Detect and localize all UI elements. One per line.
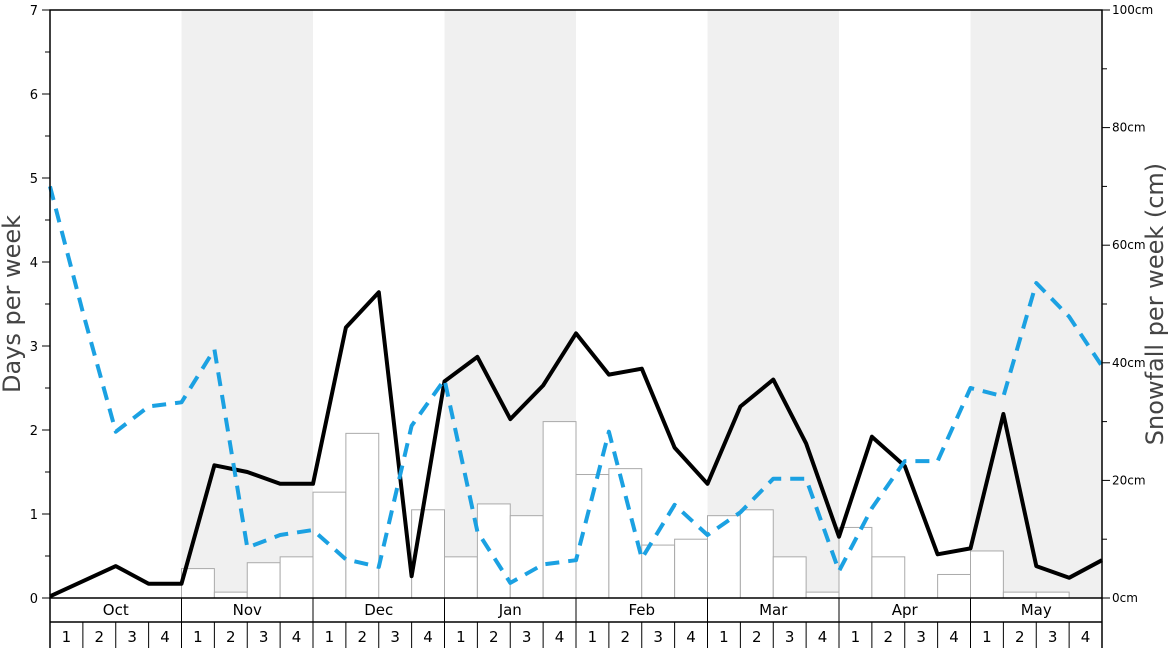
snowfall-bar [970, 550, 1004, 599]
week-label: 2 [95, 628, 105, 646]
month-label: Nov [233, 601, 262, 619]
right-axis: 0cm 20cm 40cm 60cm 80cm 100cm [1102, 3, 1153, 605]
right-tick-label: 0cm [1112, 591, 1138, 605]
week-label: 4 [555, 628, 565, 646]
series-line-dashed [48, 185, 1104, 585]
week-label: 1 [588, 628, 598, 646]
left-tick-label: 7 [30, 4, 38, 19]
left-tick-label: 4 [30, 256, 38, 271]
left-tick-label: 5 [30, 172, 38, 187]
month-label: Oct [103, 601, 129, 619]
week-label: 1 [325, 628, 335, 646]
snowfall-bar [246, 562, 281, 599]
week-label: 1 [851, 628, 861, 646]
month-label: Dec [364, 601, 393, 619]
week-label: 4 [292, 628, 302, 646]
right-tick-label: 20cm [1112, 473, 1146, 487]
month-shade [970, 10, 1102, 598]
snowfall-bar [213, 591, 248, 599]
week-label: 2 [489, 628, 499, 646]
y-axis-title-right: Snowfall per week (cm) [1141, 163, 1168, 445]
snowfall-bar [1035, 591, 1070, 599]
snowfall-bar [1002, 591, 1037, 599]
week-row: 1 2 3 4 1 2 3 4 1 2 3 4 1 2 3 4 1 2 3 4 1 2 3 4 1 2 3 4 1 2 3 4 [62, 622, 1091, 648]
left-tick-label: 0 [30, 592, 38, 607]
snowfall-bar [641, 544, 676, 599]
week-label: 1 [456, 628, 466, 646]
week-label: 2 [358, 628, 368, 646]
right-tick-label: 80cm [1112, 121, 1146, 135]
series-line-solid [49, 290, 1103, 599]
right-tick-label: 60cm [1112, 238, 1146, 252]
left-tick-label: 2 [30, 424, 38, 439]
week-label: 4 [160, 628, 170, 646]
week-label: 4 [423, 628, 433, 646]
snowfall-bar [608, 468, 643, 599]
snowfall-bar [312, 491, 347, 599]
month-label: Mar [759, 601, 788, 619]
left-axis: 0 1 2 3 4 5 6 7 [30, 4, 50, 607]
y-axis-title-left: Days per week [0, 215, 26, 393]
snowfall-bar [871, 556, 906, 599]
week-label: 1 [62, 628, 72, 646]
week-label: 4 [818, 628, 828, 646]
week-label: 3 [653, 628, 663, 646]
week-label: 3 [785, 628, 795, 646]
week-label: 3 [259, 628, 269, 646]
week-label: 1 [982, 628, 992, 646]
snowfall-bar [509, 515, 544, 599]
month-label: Apr [892, 601, 919, 619]
week-label: 2 [884, 628, 894, 646]
week-label: 2 [1015, 628, 1025, 646]
week-label: 3 [916, 628, 926, 646]
month-shading [181, 10, 1102, 598]
snowfall-bar [707, 515, 741, 599]
snowfall-bar [279, 556, 314, 599]
snowfall-bar [805, 591, 840, 599]
month-label: Jan [498, 601, 522, 619]
right-tick-label: 40cm [1112, 356, 1146, 370]
snowfall-bar [345, 432, 380, 599]
snowfall-bars [181, 421, 1070, 599]
snowfall-bar [674, 538, 708, 599]
snowfall-bar [772, 556, 807, 599]
week-label: 1 [719, 628, 729, 646]
snowfall-bar [937, 573, 971, 599]
week-label: 4 [686, 628, 696, 646]
right-tick-label: 100cm [1112, 3, 1153, 17]
week-label: 3 [390, 628, 400, 646]
snowfall-bar [181, 568, 215, 599]
line-series [48, 185, 1104, 599]
week-label: 3 [127, 628, 137, 646]
week-label: 3 [522, 628, 532, 646]
week-label: 2 [621, 628, 631, 646]
week-label: 2 [752, 628, 762, 646]
left-tick-label: 1 [30, 508, 38, 523]
snowfall-bar [542, 421, 577, 599]
week-label: 2 [226, 628, 236, 646]
snowfall-bar [739, 509, 774, 599]
week-label: 3 [1048, 628, 1058, 646]
week-label: 4 [949, 628, 959, 646]
month-label: May [1021, 601, 1052, 619]
week-label: 1 [193, 628, 203, 646]
snowfall-bar [476, 503, 511, 599]
left-tick-label: 3 [30, 340, 38, 355]
month-shade [707, 10, 839, 598]
week-label: 4 [1081, 628, 1091, 646]
month-label: Feb [628, 601, 655, 619]
left-tick-label: 6 [30, 88, 38, 103]
snowfall-bar [444, 556, 478, 599]
